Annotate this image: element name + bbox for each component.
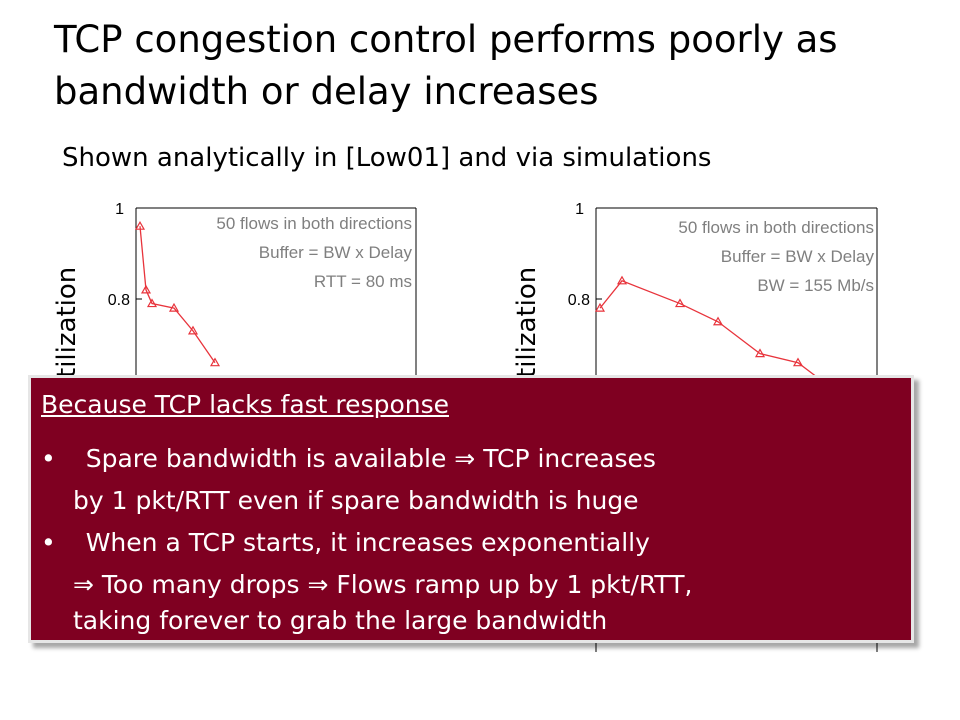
bullet-2-line-2: ⇒ Too many drops ⇒ Flows ramp up by 1 pk… [73,568,692,602]
left-ytick-label: 1 [115,201,124,218]
left-data-point [134,220,146,230]
bullet-2-text: When a TCP starts, it increases exponent… [85,528,650,557]
bullet-1-line-2: by 1 pkt/RTT even if spare bandwidth is … [73,486,639,515]
right-chart: 1 0.8 50 flows in both directions Buffer… [568,201,878,390]
explanation-callout: Because TCP lacks fast response • Spare … [28,375,914,643]
bullet-2-line-3: taking forever to grab the large bandwid… [73,606,608,635]
implies-icon: ⇒ [307,570,329,599]
bullet-1-text-b: TCP increases [483,444,656,473]
bullet-2-text-a: Too many drops [101,570,300,599]
bullet-glyph: • [41,444,56,473]
left-data-point [168,302,180,312]
right-ytick-label: 0.8 [568,292,590,309]
callout-bullet-1: • Spare bandwidth is available ⇒ TCP inc… [41,442,656,476]
right-annotation-line: Buffer = BW x Delay [721,247,875,266]
right-annotation-line: BW = 155 Mb/s [757,276,874,295]
left-ytick-label: 0.8 [108,292,130,309]
bullet-1-text-a: Spare bandwidth is available [85,444,447,473]
left-data-point [140,284,152,294]
callout-heading: Because TCP lacks fast response [41,390,449,419]
left-series-line [139,226,216,364]
right-annotation-line: 50 flows in both directions [678,218,874,237]
left-chart: 1 0.8 50 flows in both directions Buffer… [108,201,417,390]
left-data-point [209,357,221,367]
right-data-point [792,357,804,367]
slide-subtitle: Shown analytically in [Low01] and via si… [62,143,712,173]
slide-title: TCP congestion control performs poorly a… [54,18,838,113]
implies-icon: ⇒ [73,570,94,599]
left-series [134,220,221,367]
implies-icon: ⇒ [454,444,476,473]
right-data-point [674,298,686,308]
bullet-glyph: • [41,528,56,557]
right-data-point [616,275,628,285]
left-annotation-line: RTT = 80 ms [314,272,412,291]
right-data-point [712,316,724,326]
left-annotation-line: Buffer = BW x Delay [259,243,413,262]
bullet-2-text-b: Flows ramp up by 1 pkt/RTT, [336,570,693,599]
right-data-point [754,348,766,358]
left-data-point [187,325,199,335]
callout-bullet-2: • When a TCP starts, it increases expone… [41,526,650,560]
right-series-line [599,280,823,382]
left-data-point [146,298,158,308]
right-ytick-label: 1 [575,201,584,218]
right-data-point [594,302,606,312]
left-annotation-line: 50 flows in both directions [216,214,412,233]
